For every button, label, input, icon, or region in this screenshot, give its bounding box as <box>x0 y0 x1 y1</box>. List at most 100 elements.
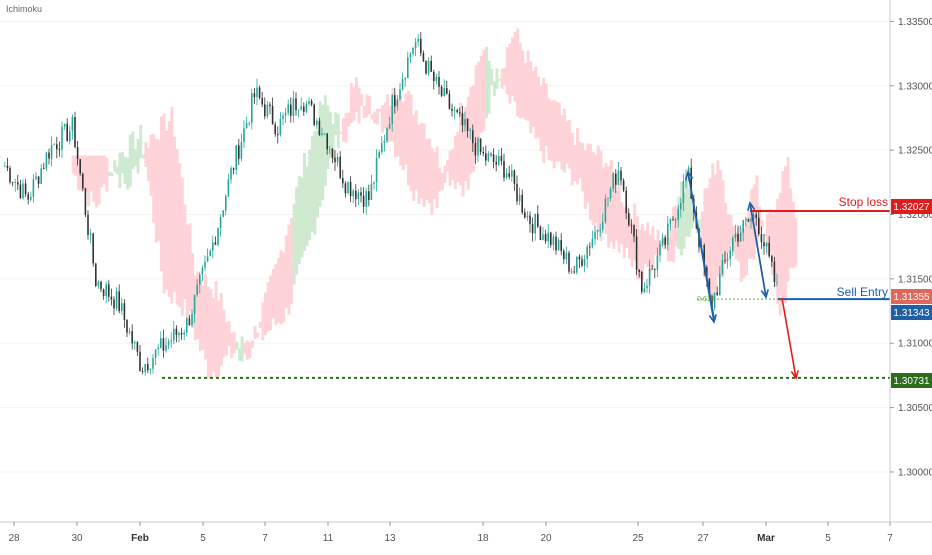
cloud-segment <box>682 192 686 249</box>
candle-body <box>89 233 92 235</box>
cloud-segment <box>97 155 101 205</box>
candle-body <box>248 122 250 124</box>
candle-body <box>544 234 547 242</box>
cloud-segment <box>537 76 540 139</box>
candle-body <box>464 118 466 126</box>
cloud-segment <box>651 226 655 267</box>
candle-body <box>149 368 152 371</box>
cloud-segment <box>209 289 213 380</box>
candle-body <box>139 351 141 371</box>
candle-body <box>37 176 40 184</box>
cloud-segment <box>713 174 717 294</box>
cloud-segment <box>586 143 590 203</box>
candle-body <box>238 145 240 159</box>
candle-body <box>573 271 575 273</box>
cloud-segment <box>622 207 626 259</box>
cloud-segment <box>308 149 312 241</box>
cloud-segment <box>352 86 356 121</box>
candle-body <box>529 215 531 225</box>
cloud-segment <box>136 138 140 174</box>
candle-body <box>760 234 763 243</box>
cloud-segment <box>505 47 509 95</box>
cloud-segment <box>178 163 182 308</box>
cloud-segment <box>264 292 267 336</box>
candle-body <box>495 162 497 165</box>
candle-body <box>396 99 399 107</box>
candle-body <box>474 143 477 156</box>
cloud-segment <box>539 85 543 151</box>
cloud-segment <box>721 180 725 278</box>
candle-body <box>362 195 365 207</box>
candle-body <box>63 123 66 127</box>
cloud-segment <box>360 94 364 107</box>
candle-body <box>147 364 149 371</box>
candle-body <box>648 268 651 286</box>
candle-body <box>30 196 32 200</box>
candle-body <box>43 168 45 170</box>
candle-body <box>243 128 245 143</box>
sell-entry-price-tag <box>891 305 932 320</box>
cloud-segment <box>381 105 384 133</box>
candle-body <box>518 194 521 202</box>
cloud-segment <box>404 93 408 165</box>
cloud-segment <box>604 163 608 235</box>
cloud-segment <box>583 150 587 209</box>
cloud-segment <box>204 274 208 360</box>
candle-body <box>682 181 685 203</box>
cloud-segment <box>199 279 202 351</box>
candle-body <box>178 332 180 336</box>
candle-body <box>336 156 339 163</box>
y-tick-label: 1.31500 <box>898 274 932 285</box>
candle-body <box>609 188 612 199</box>
candle-body <box>485 153 487 161</box>
candle-body <box>300 106 302 110</box>
candle-body <box>318 120 321 135</box>
candle-body <box>625 190 627 214</box>
candle-body <box>95 263 97 286</box>
cloud-segment <box>110 172 114 177</box>
candle-body <box>459 112 461 114</box>
cloud-segment <box>563 108 566 173</box>
candle-body <box>69 131 71 142</box>
cloud-segment <box>131 131 135 170</box>
cloud-segment <box>771 210 774 276</box>
target-price: 1.30731 <box>893 376 930 387</box>
candle-body <box>612 173 614 189</box>
candle-body <box>56 144 58 150</box>
candle-body <box>508 173 510 177</box>
candle-body <box>290 104 292 116</box>
candle-body <box>365 191 367 207</box>
cloud-segment <box>752 184 756 260</box>
x-tick-label: 25 <box>632 533 644 544</box>
cloud-segment <box>256 332 260 338</box>
cloud-segment <box>248 342 252 359</box>
cloud-segment <box>180 178 184 317</box>
cloud-segment <box>303 153 306 252</box>
candle-body <box>661 237 664 244</box>
target-price-tag <box>891 373 932 388</box>
candle-body <box>100 281 102 290</box>
candle-body <box>24 183 27 195</box>
candle-body <box>581 259 583 266</box>
candle-body <box>667 223 669 245</box>
candle-body <box>206 256 209 262</box>
candle-body <box>391 95 393 124</box>
cloud-segment <box>357 87 361 124</box>
cloud-segment <box>440 173 444 191</box>
cloud-segment <box>323 95 327 186</box>
cloud-segment <box>716 160 720 277</box>
cloud-segment <box>74 155 78 176</box>
cloud-segment <box>534 66 538 139</box>
cloud-segment <box>225 322 228 356</box>
candle-body <box>84 188 87 215</box>
cloud-segment <box>739 228 743 282</box>
candle-body <box>274 124 276 134</box>
cloud-segment <box>669 229 673 262</box>
candle-body <box>232 168 235 170</box>
cloud-segment <box>513 31 517 102</box>
candle-body <box>659 243 661 256</box>
cloud-segment <box>115 166 119 175</box>
candle-body <box>479 138 482 152</box>
